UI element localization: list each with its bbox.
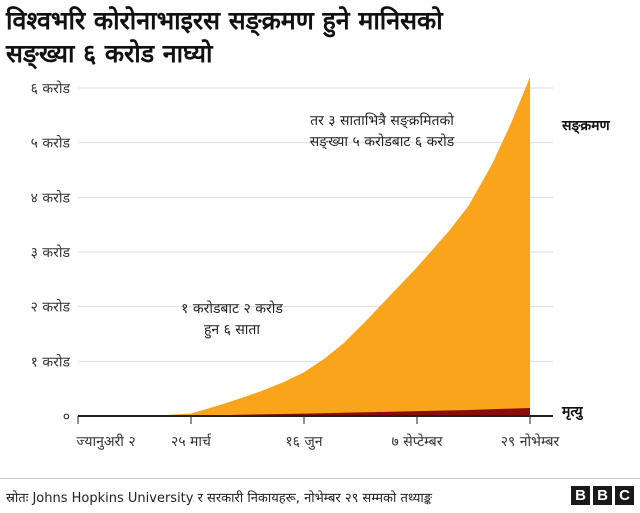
y-tick-label: ३ करोड: [31, 244, 71, 261]
y-tick-label: ४ करोड: [31, 189, 71, 206]
x-tick-label: ७ सेप्टेम्बर: [392, 433, 443, 450]
chart-annotation: तर ३ साताभित्रै सङ्क्रमितको: [310, 112, 454, 129]
x-tick-label: २५ मार्च: [171, 433, 212, 450]
bbc-logo-letter: C: [615, 486, 634, 505]
y-tick-label: ०: [63, 409, 70, 425]
bbc-logo-letter: B: [571, 486, 590, 505]
x-tick-label: २९ नोभेम्बर: [501, 433, 560, 450]
x-tick-label: १६ जुन: [285, 434, 322, 450]
series-label-deaths: मृत्यु: [561, 404, 584, 421]
chart-annotation: १ करोडबाट २ करोड: [181, 300, 283, 317]
chart-annotation: हुन ६ साता: [204, 322, 260, 339]
y-tick-label: ५ करोड: [31, 135, 71, 152]
deaths-area: [78, 408, 530, 416]
series-label-cases: सङ्क्रमण: [561, 118, 611, 134]
title-line-2: सङ्ख्या ६ करोड नाघ्यो: [6, 39, 213, 68]
footer-divider: [0, 478, 640, 479]
bbc-logo: B B C: [571, 486, 634, 505]
y-tick-label: २ करोड: [31, 299, 71, 316]
bbc-logo-letter: B: [593, 486, 612, 505]
title-line-1: विश्वभरि कोरोनाभाइरस सङ्क्रमण हुने मानिस…: [6, 6, 443, 35]
y-tick-label: १ करोड: [31, 353, 71, 370]
x-tick-label: ज्यानुअरी २: [76, 433, 135, 450]
chart-title: विश्वभरि कोरोनाभाइरस सङ्क्रमण हुने मानिस…: [6, 4, 606, 70]
y-tick-label: ६ करोड: [31, 80, 71, 97]
cases-area: [78, 77, 530, 416]
chart-annotation: सङ्ख्या ५ करोडबाट ६ करोड: [310, 133, 455, 150]
source-note: स्रोतः Johns Hopkins University र सरकारी…: [6, 491, 433, 506]
